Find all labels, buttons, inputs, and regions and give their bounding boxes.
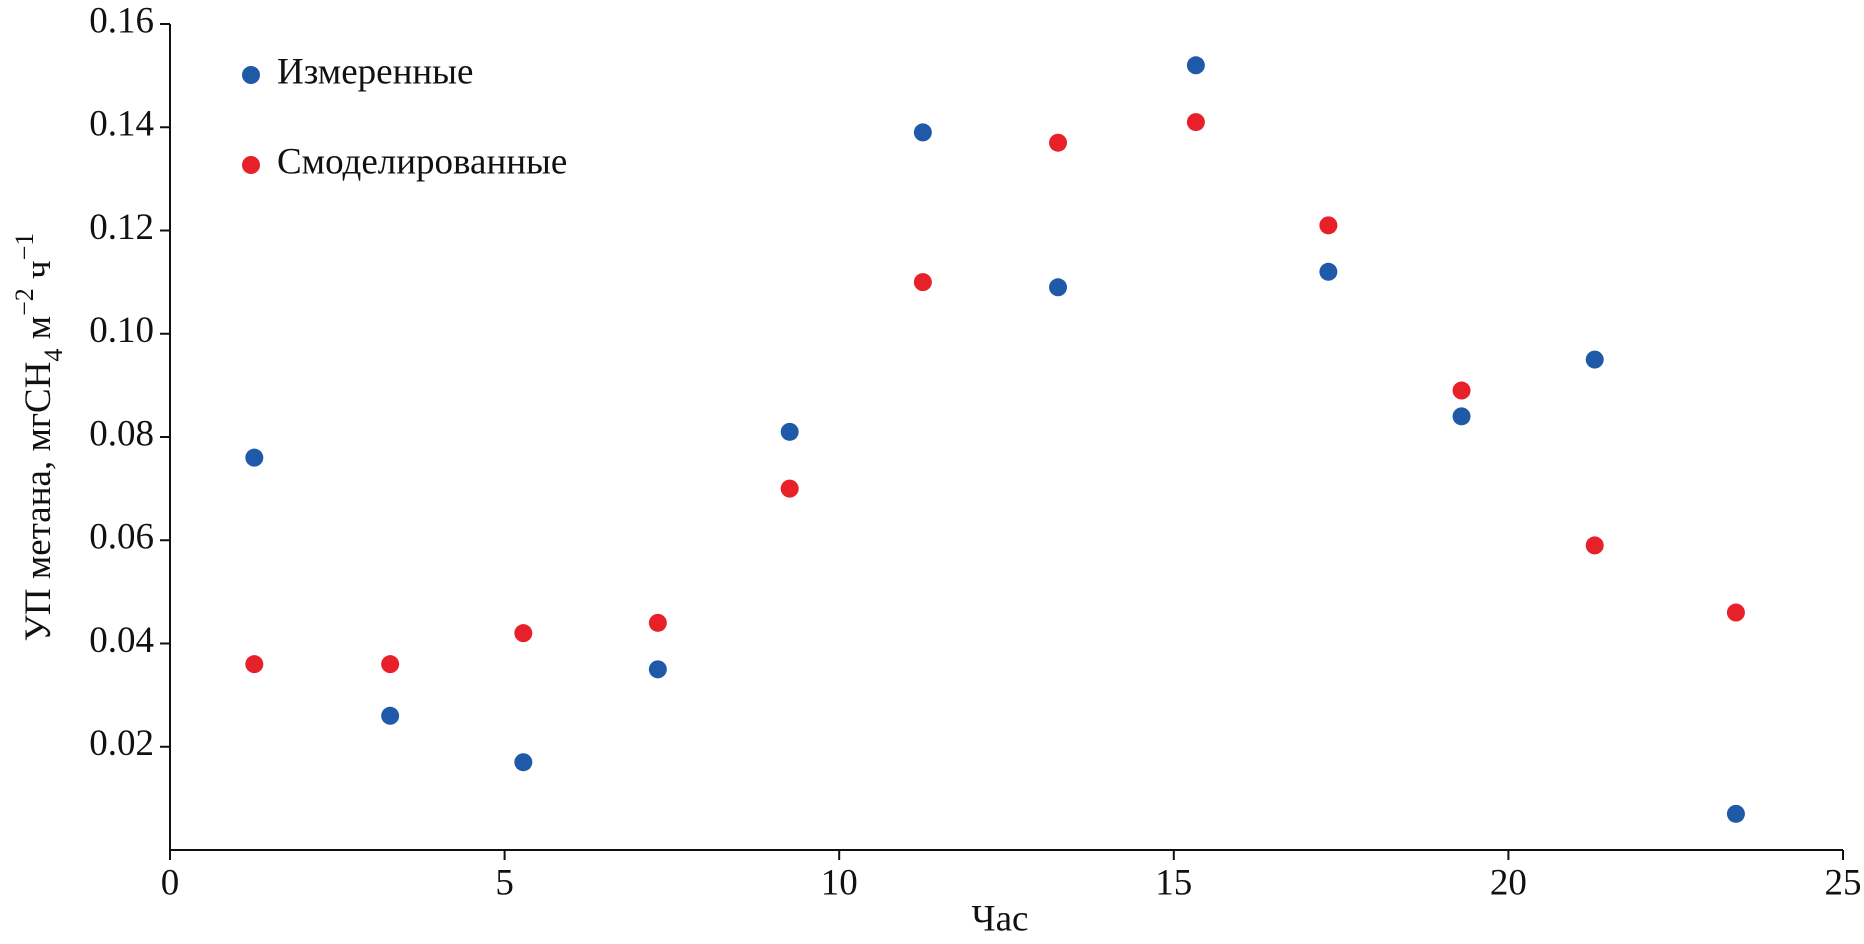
point [780, 479, 799, 498]
legend-marker [242, 156, 260, 174]
point [381, 706, 400, 725]
y-axis-label-part: −1 [10, 233, 39, 261]
y-tick-label: 0.12 [89, 207, 154, 248]
x-tick-label: 10 [821, 862, 858, 903]
point [1585, 536, 1604, 555]
x-tick-label: 0 [161, 862, 180, 903]
y-axis-label-part: УП метана, мгСН [18, 362, 59, 642]
y-tick-label: 0.10 [89, 310, 154, 351]
point [1452, 407, 1471, 426]
x-axis-label: Час [972, 898, 1029, 939]
point [1319, 216, 1338, 235]
y-axis-label-part: м [18, 316, 59, 349]
y-axis-label-part: 4 [39, 349, 68, 362]
point [1049, 133, 1068, 152]
point [913, 273, 932, 292]
point [1049, 278, 1068, 297]
x-tick-label: 5 [495, 862, 514, 903]
y-tick-label: 0.08 [89, 413, 154, 454]
point [245, 655, 264, 674]
point [245, 448, 264, 467]
y-axis-label-part: −2 [10, 288, 39, 316]
y-tick-label: 0.02 [89, 723, 154, 764]
x-tick-label: 20 [1490, 862, 1527, 903]
point [381, 655, 400, 674]
x-tick-label: 25 [1825, 862, 1862, 903]
point [1585, 350, 1604, 369]
y-tick-label: 0.06 [89, 517, 154, 558]
point [648, 613, 667, 632]
y-axis-label: УП метана, мгСН4 м−2 ч−1 [10, 233, 68, 642]
legend-label: Смоделированные [277, 141, 567, 182]
point [648, 660, 667, 679]
y-axis-label-part: ч [18, 260, 59, 288]
y-tick-label: 0.14 [89, 104, 154, 145]
point [1726, 804, 1745, 823]
point [514, 753, 533, 772]
point [1319, 262, 1338, 281]
point [913, 123, 932, 142]
point [1452, 381, 1471, 400]
x-tick-label: 15 [1155, 862, 1192, 903]
point [1186, 113, 1205, 132]
point [1186, 56, 1205, 75]
legend-marker [242, 66, 260, 84]
y-tick-label: 0.04 [89, 620, 154, 661]
y-tick-label: 0.16 [89, 0, 154, 41]
point [780, 422, 799, 441]
point [1726, 603, 1745, 622]
legend-label: Измеренные [277, 51, 473, 92]
point [514, 624, 533, 643]
